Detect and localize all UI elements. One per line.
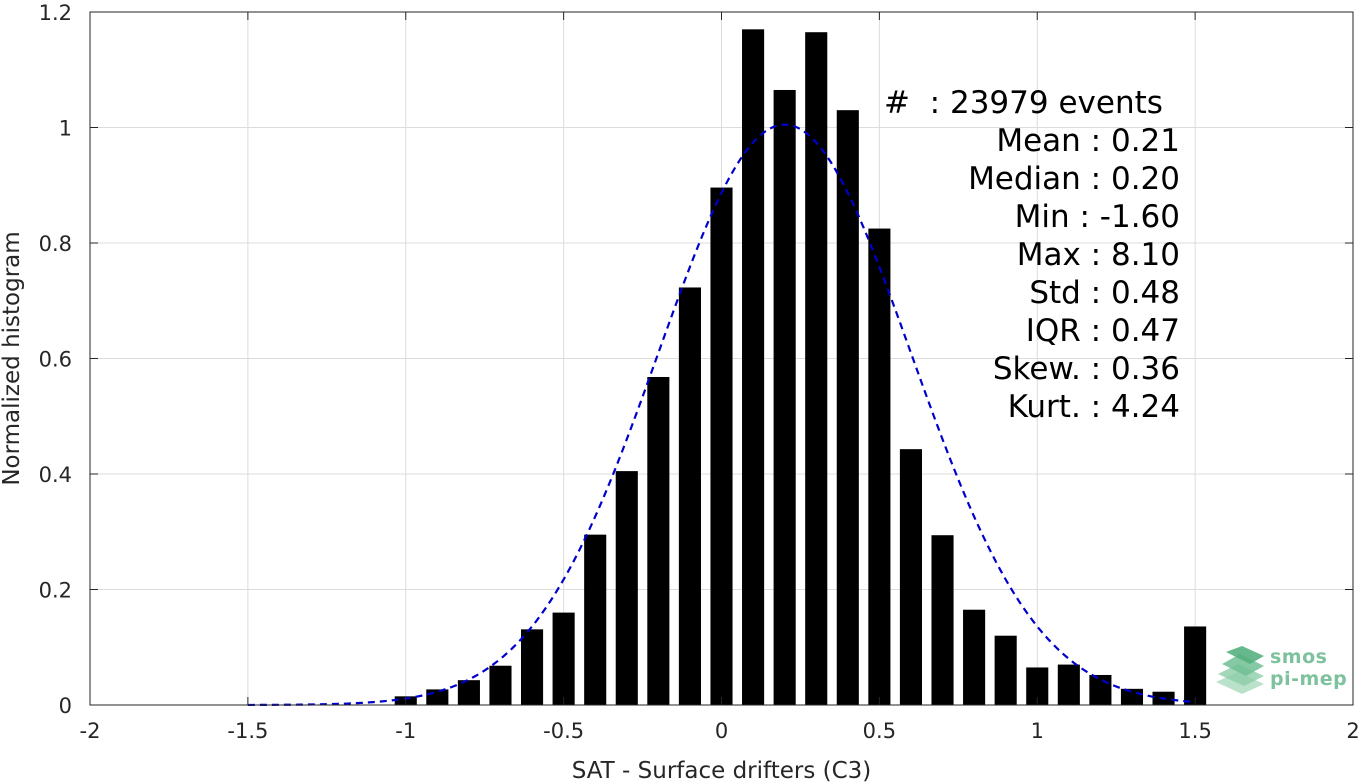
smos-pi-mep-logo: smos pi-mep: [1212, 644, 1352, 700]
histogram-bar: [584, 534, 607, 705]
x-tick-label: -2: [80, 719, 101, 743]
y-tick-label: 0.8: [39, 232, 72, 256]
y-tick-label: 0.6: [39, 348, 72, 372]
y-tick-label: 0: [59, 694, 72, 718]
x-tick-label: -1.5: [227, 719, 268, 743]
histogram-bar: [1057, 664, 1080, 705]
axis-ticks: -2 -1.5 -1 -0.5 0 0.5 1 1.5 2 0 0.2 0.4 0.6 0.8 1 1.2: [39, 1, 1360, 743]
histogram-bar: [994, 635, 1017, 705]
histogram-bar: [963, 609, 986, 705]
y-tick-label: 0.4: [39, 463, 72, 487]
histogram-bar: [552, 612, 575, 705]
histogram-bar: [1026, 667, 1049, 705]
histogram-bar: [457, 680, 480, 705]
x-tick-label: 1: [1031, 719, 1044, 743]
stat-iqr: IQR : 0.47: [1025, 313, 1180, 349]
y-tick-label: 0.2: [39, 579, 72, 603]
histogram-bar: [742, 29, 765, 705]
y-axis-label: Normalized histogram: [0, 231, 25, 485]
x-tick-label: 2: [1346, 719, 1359, 743]
histogram-bar: [899, 449, 923, 705]
histogram-bar: [1089, 674, 1112, 705]
histogram-bar: [1184, 626, 1207, 705]
histogram-bars: [394, 29, 1207, 706]
histogram-bar: [520, 629, 544, 705]
y-tick-label: 1.2: [39, 1, 72, 25]
stat-kurtosis: Kurt. : 4.24: [1007, 389, 1180, 425]
x-tick-label: -1: [395, 719, 416, 743]
histogram-bar: [1120, 688, 1144, 705]
x-tick-label: 0.5: [863, 719, 896, 743]
stat-skewness: Skew. : 0.36: [992, 351, 1180, 387]
statistics-panel: # : 23979 events Mean : 0.21 Median : 0.…: [860, 84, 1180, 426]
x-tick-label: -0.5: [543, 719, 584, 743]
histogram-bar: [426, 689, 449, 705]
histogram-bar: [647, 376, 670, 705]
x-tick-label: 1.5: [1178, 719, 1211, 743]
stat-std: Std : 0.48: [1029, 275, 1180, 311]
histogram-bar: [678, 287, 701, 705]
histogram-bar: [836, 110, 859, 706]
histogram-bar: [931, 535, 954, 705]
x-axis-label: SAT - Surface drifters (C3): [572, 758, 872, 784]
logo-text-pi-mep: pi-mep: [1270, 668, 1348, 690]
histogram-bar: [489, 665, 512, 705]
histogram-bar: [773, 89, 796, 705]
y-tick-label: 1: [59, 117, 72, 141]
stat-max: Max : 8.10: [1016, 237, 1180, 273]
stat-event-count: # : 23979 events: [884, 85, 1163, 121]
x-tick-label: 0: [715, 719, 728, 743]
histogram-bar: [710, 187, 733, 705]
stat-mean: Mean : 0.21: [996, 123, 1180, 159]
histogram-bar: [805, 32, 828, 705]
stat-median: Median : 0.20: [968, 161, 1180, 197]
histogram-bar: [868, 228, 891, 705]
logo-text-smos: smos: [1270, 646, 1328, 668]
logo-layers-icon: [1216, 646, 1264, 694]
stat-min: Min : -1.60: [1014, 199, 1180, 235]
histogram-bar: [615, 471, 638, 705]
